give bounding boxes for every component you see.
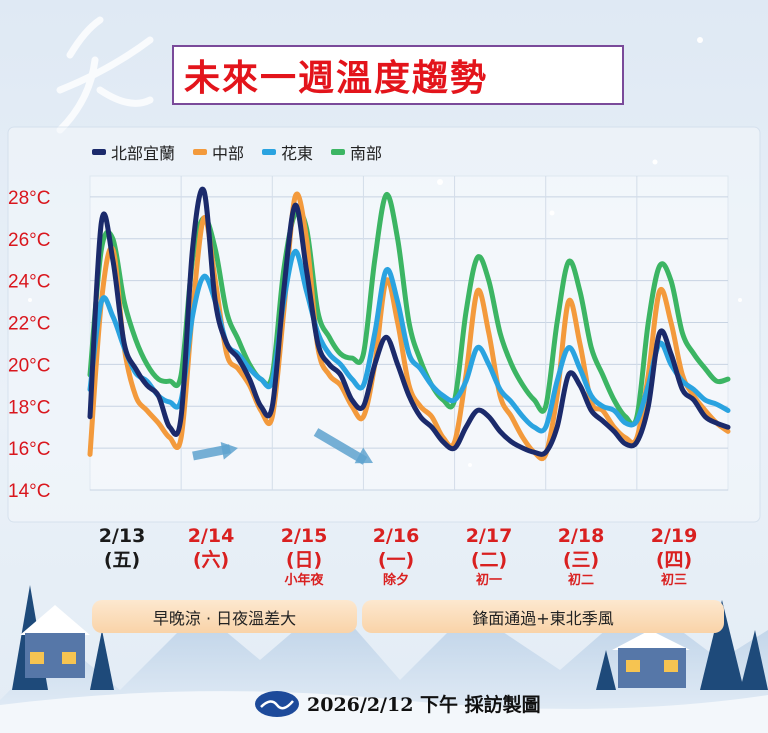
banner-left-text: 早晚涼 · 日夜溫差大 (152, 608, 297, 628)
banner-right: 鋒面通過+東北季風 (362, 600, 724, 633)
house-right (612, 630, 690, 688)
banner-left: 早晚涼 · 日夜溫差大 (92, 600, 357, 633)
weekday-label: (六) (192, 549, 230, 571)
legend-label: 南部 (350, 144, 383, 163)
series-line-0 (87, 186, 731, 457)
y-tick-label: 28°C (8, 188, 50, 209)
holiday-label: 小年夜 (284, 573, 324, 588)
date-label: 2/14 (187, 525, 235, 547)
weekday-label: (四) (655, 549, 693, 571)
date-label: 2/13 (98, 525, 146, 547)
legend-swatch (262, 149, 277, 155)
y-tick-label: 22°C (8, 314, 50, 335)
banner-right-text: 鋒面通過+東北季風 (472, 608, 614, 628)
legend-item: 北部宜蘭 (92, 140, 175, 164)
legend-swatch (92, 149, 106, 155)
legend-swatch (331, 149, 346, 155)
date-label: 2/18 (557, 525, 605, 547)
date-column: 2/19 (四) 初三 (634, 524, 714, 590)
date-column: 2/15 (日) 小年夜 (264, 524, 344, 590)
date-column: 2/16 (一) 除夕 (356, 524, 436, 590)
y-tick-label: 14°C (8, 481, 50, 502)
weekday-label: (日) (285, 549, 323, 571)
snow-ground (0, 691, 768, 733)
holiday-label: 初三 (660, 573, 687, 588)
agency-logo (255, 690, 299, 717)
footer-text: 2026/2/12 下午 採訪製圖 (307, 694, 541, 716)
weekday-label: (一) (377, 549, 415, 571)
series-line-2 (87, 248, 731, 434)
legend: 北部宜蘭 中部 花東 南部 (92, 140, 382, 164)
date-column: 2/14 (六) (171, 524, 251, 572)
legend-label: 中部 (212, 144, 245, 163)
trees-right (596, 600, 768, 690)
legend-swatch (193, 149, 208, 155)
snowflakes (28, 37, 742, 467)
holiday-label: 初一 (475, 573, 502, 588)
arrow-2-shaft (313, 428, 368, 465)
weekday-label: (二) (470, 549, 508, 571)
date-column: 2/13 (五) (82, 524, 162, 572)
arrow-1-head (220, 441, 238, 460)
y-tick-label: 20°C (8, 355, 50, 376)
y-tick-label: 24°C (8, 272, 50, 293)
holiday-label: 除夕 (382, 573, 409, 588)
y-tick-label: 16°C (8, 439, 50, 460)
legend-item: 花東 (262, 140, 313, 164)
date-label: 2/16 (372, 525, 420, 547)
date-label: 2/17 (465, 525, 513, 547)
calligraphy-decoration (56, 16, 154, 134)
title-box: 未來一週溫度趨勢 (172, 45, 624, 105)
house-left (20, 605, 90, 678)
legend-item: 南部 (331, 140, 382, 164)
y-tick-label: 18°C (8, 397, 50, 418)
legend-item: 中部 (193, 140, 244, 164)
legend-label: 花東 (281, 144, 314, 163)
date-column: 2/17 (二) 初一 (449, 524, 529, 590)
footer: 2026/2/12 下午 採訪製圖 (255, 690, 541, 717)
chart-title: 未來一週溫度趨勢 (184, 58, 489, 99)
weekday-label: (三) (562, 549, 600, 571)
weekday-label: (五) (103, 549, 141, 571)
date-label: 2/15 (280, 525, 328, 547)
arrow-2-head (354, 447, 373, 464)
legend-label: 北部宜蘭 (111, 144, 176, 163)
y-tick-label: 26°C (8, 230, 50, 251)
date-column: 2/18 (三) 初二 (541, 524, 621, 590)
holiday-label: 初二 (567, 573, 594, 588)
date-label: 2/19 (650, 525, 698, 547)
